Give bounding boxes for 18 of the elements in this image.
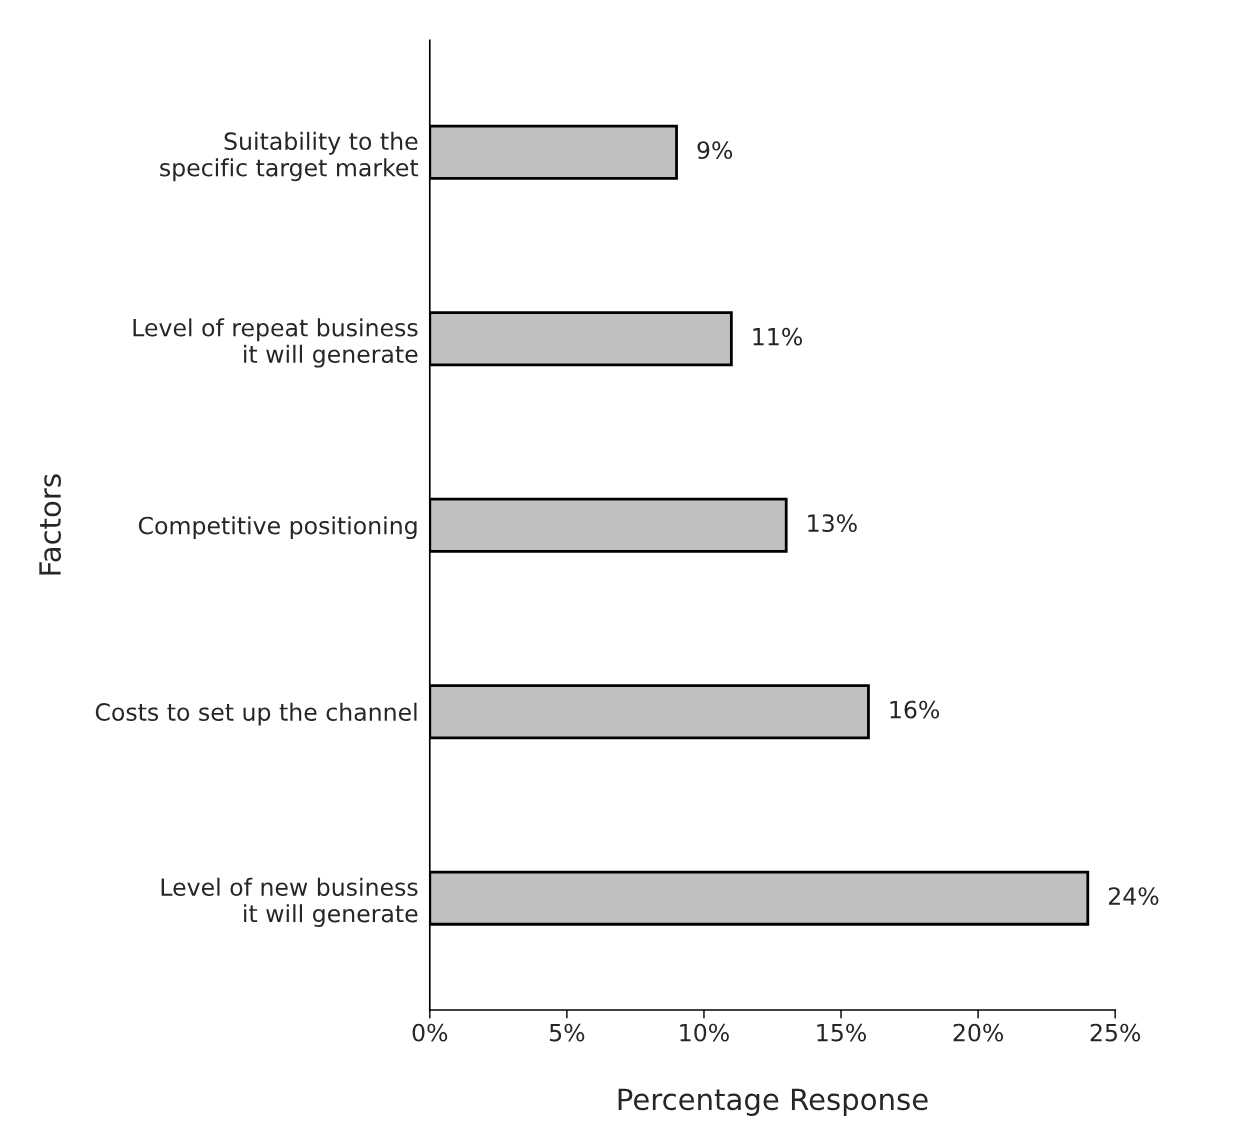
data-label: 24%: [1108, 887, 1159, 905]
data-label: 16%: [890, 700, 940, 719]
y-tick-label: Suitability to the specific target market: [160, 131, 419, 182]
x-tick-label: 0%: [412, 1023, 448, 1042]
x-tick-label: 20%: [953, 1023, 1004, 1042]
y-tick-label: Level of new business it will generate: [161, 877, 418, 928]
x-tick-label: 25%: [1090, 1023, 1141, 1042]
x-tick-label: 15%: [817, 1023, 866, 1042]
data-label: 9%: [697, 141, 733, 160]
y-tick-label: Competitive positioning: [138, 516, 417, 540]
data-label: 13%: [808, 514, 857, 533]
y-tick-label: Level of repeat business it will generate: [133, 318, 418, 368]
y-axis-title: Factors: [39, 474, 62, 575]
y-tick-label: Costs to set up the channel: [95, 702, 417, 726]
x-axis-title: Percentage Response: [618, 1088, 928, 1116]
x-tick-label: 10%: [680, 1023, 729, 1042]
data-label: 11%: [753, 327, 802, 346]
x-tick-label: 5%: [549, 1023, 585, 1042]
